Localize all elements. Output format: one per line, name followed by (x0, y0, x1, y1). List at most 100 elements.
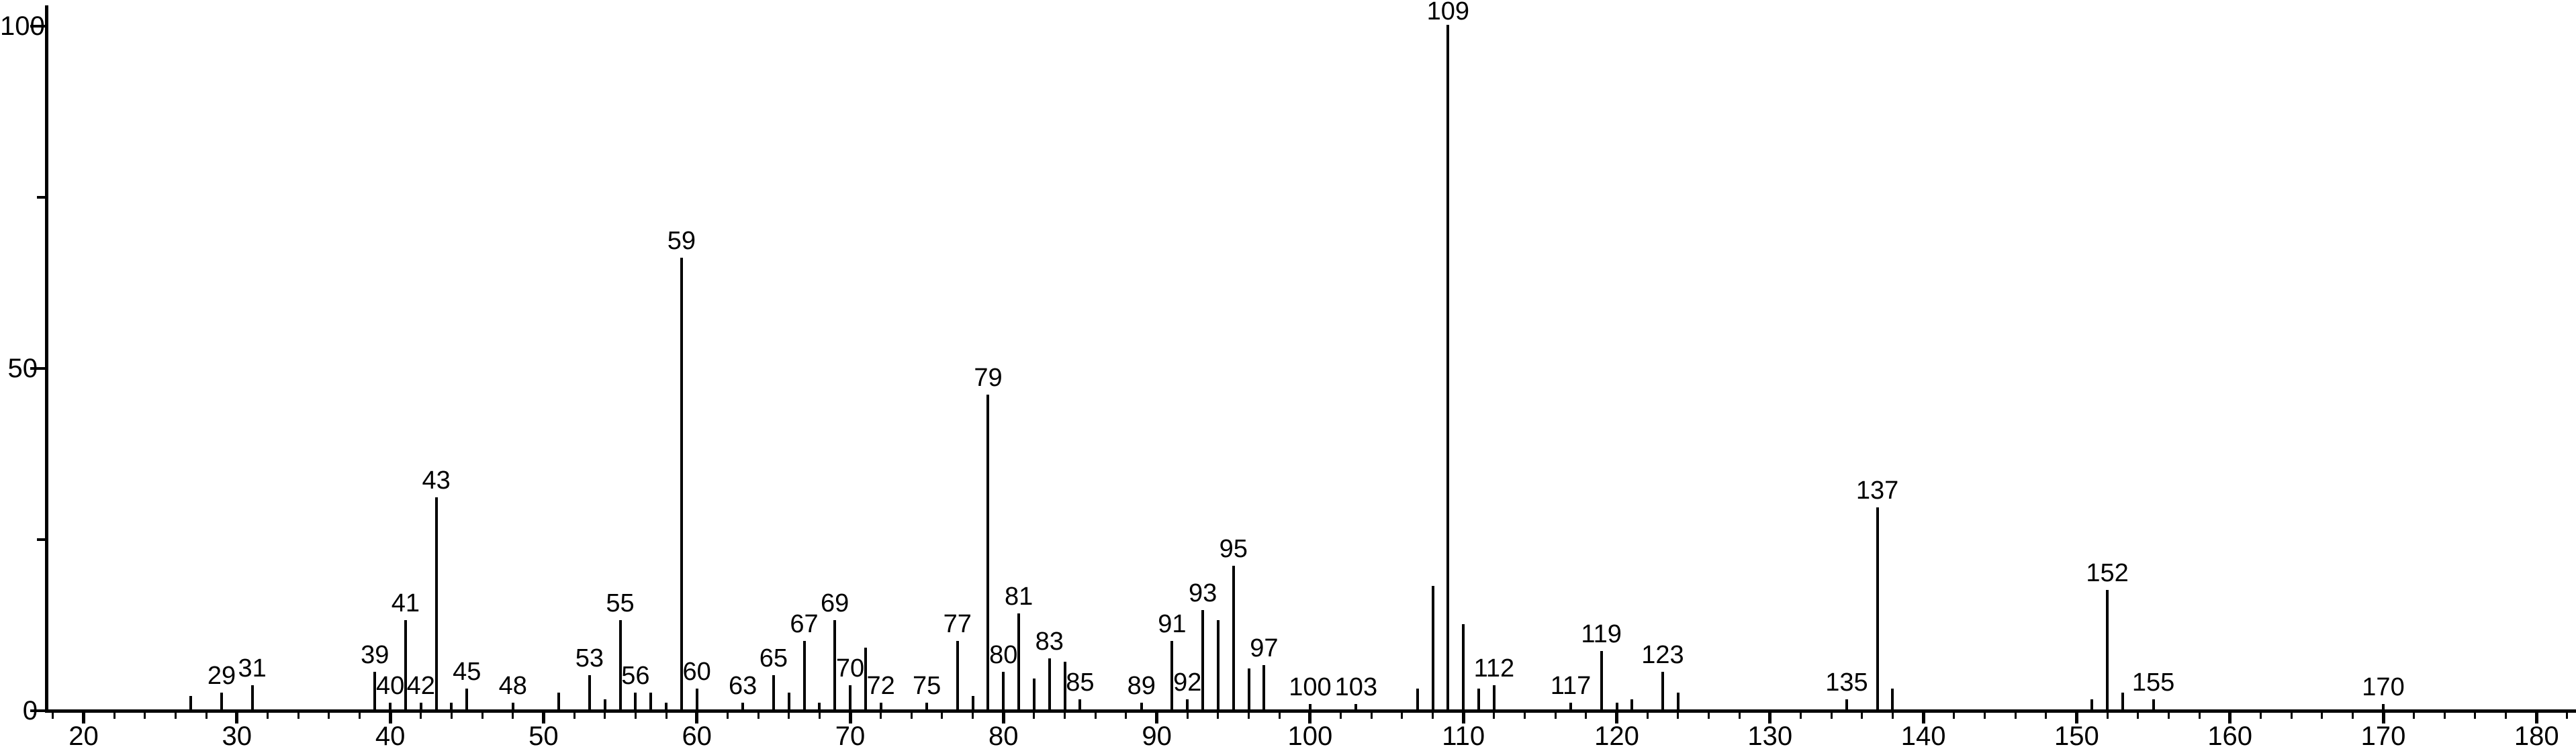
peak-label-55: 55 (606, 589, 635, 618)
peak-line-155 (2152, 699, 2155, 709)
peak-line-27 (189, 695, 193, 709)
peak-line-67 (802, 641, 806, 709)
peak-line-54 (603, 699, 606, 709)
peak-label-152: 152 (2086, 558, 2129, 587)
peak-label-137: 137 (1855, 477, 1899, 505)
x-minor-tick-112 (1493, 711, 1496, 719)
x-minor-tick-78 (972, 711, 974, 719)
peak-line-119 (1600, 651, 1603, 709)
x-minor-tick-54 (604, 711, 606, 719)
x-tick-label-90: 90 (1142, 721, 1172, 749)
peak-label-89: 89 (1127, 671, 1156, 700)
x-tick-label-130: 130 (1747, 721, 1793, 749)
peak-label-80: 80 (989, 640, 1018, 669)
x-minor-tick-98 (1278, 711, 1281, 719)
x-tick-label-140: 140 (1900, 721, 1946, 749)
peak-label-85: 85 (1066, 668, 1095, 697)
peak-label-39: 39 (361, 640, 389, 669)
peak-line-153 (2121, 692, 2124, 709)
x-minor-tick-164 (2290, 711, 2293, 719)
peak-line-56 (634, 692, 637, 709)
peak-line-66 (787, 692, 790, 709)
x-minor-tick-44 (450, 711, 453, 719)
x-minor-tick-102 (1340, 711, 1342, 719)
x-minor-tick-28 (205, 711, 208, 719)
x-tick-110 (1461, 711, 1465, 723)
peak-line-42 (419, 702, 422, 709)
x-minor-tick-146 (2014, 711, 2017, 719)
x-minor-tick-154 (2137, 711, 2140, 719)
x-minor-tick-168 (2351, 711, 2354, 719)
peak-label-92: 92 (1173, 668, 1202, 697)
x-tick-label-70: 70 (835, 721, 866, 749)
x-tick-80 (1001, 711, 1005, 723)
x-minor-tick-48 (512, 711, 514, 719)
peak-label-155: 155 (2131, 668, 2175, 697)
x-tick-label-50: 50 (528, 721, 559, 749)
x-minor-tick-46 (481, 711, 484, 719)
y-axis-line (45, 5, 48, 713)
x-minor-tick-38 (358, 711, 361, 719)
x-tick-label-160: 160 (2207, 721, 2253, 749)
x-minor-tick-24 (144, 711, 146, 719)
x-minor-tick-142 (1953, 711, 1956, 719)
x-minor-tick-108 (1432, 711, 1434, 719)
x-tick-150 (2074, 711, 2078, 723)
peak-line-51 (557, 692, 561, 709)
x-minor-tick-94 (1217, 711, 1220, 719)
peak-label-79: 79 (974, 363, 1003, 392)
x-minor-tick-116 (1554, 711, 1557, 719)
y-minor-tick-25 (37, 538, 45, 541)
peak-label-93: 93 (1188, 579, 1217, 608)
x-tick-label-60: 60 (682, 721, 712, 749)
peak-label-48: 48 (498, 671, 527, 700)
y-tick-label-0: 0 (22, 696, 38, 726)
x-minor-tick-128 (1738, 711, 1741, 719)
peak-label-56: 56 (621, 661, 650, 690)
x-minor-tick-158 (2198, 711, 2201, 719)
peak-line-60 (695, 689, 698, 709)
x-tick-120 (1615, 711, 1618, 723)
x-tick-60 (695, 711, 699, 723)
peak-label-135: 135 (1825, 668, 1868, 697)
peak-line-29 (220, 692, 223, 709)
peak-label-95: 95 (1219, 534, 1248, 563)
peak-label-53: 53 (575, 644, 604, 672)
peak-line-31 (250, 685, 254, 709)
x-tick-label-30: 30 (222, 721, 252, 749)
peak-line-89 (1140, 702, 1143, 709)
x-tick-label-170: 170 (2360, 721, 2406, 749)
peak-line-57 (649, 692, 653, 709)
peak-line-111 (1477, 689, 1481, 709)
x-minor-tick-58 (665, 711, 668, 719)
x-minor-tick-124 (1677, 711, 1680, 719)
peak-line-137 (1876, 507, 1879, 709)
x-minor-tick-34 (297, 711, 300, 719)
peak-label-69: 69 (821, 589, 849, 618)
x-minor-tick-148 (2045, 711, 2048, 719)
x-minor-tick-126 (1707, 711, 1710, 719)
peak-label-77: 77 (943, 610, 972, 638)
peak-line-63 (741, 702, 745, 709)
peak-line-72 (879, 702, 882, 709)
peak-line-81 (1017, 613, 1021, 709)
peak-line-58 (665, 702, 668, 709)
x-tick-160 (2228, 711, 2232, 723)
x-minor-tick-68 (818, 711, 821, 719)
peak-label-112: 112 (1473, 654, 1515, 683)
peak-label-119: 119 (1581, 620, 1622, 649)
x-minor-tick-52 (573, 711, 576, 719)
peak-label-31: 31 (238, 654, 267, 683)
peak-label-75: 75 (913, 671, 941, 700)
x-tick-30 (235, 711, 239, 723)
peak-line-45 (465, 689, 469, 709)
peak-label-70: 70 (835, 654, 865, 683)
peak-line-75 (925, 702, 929, 709)
peak-line-82 (1032, 679, 1036, 709)
x-minor-tick-96 (1248, 711, 1250, 719)
peak-line-77 (956, 641, 959, 709)
peak-line-121 (1630, 699, 1634, 709)
peak-line-112 (1492, 685, 1496, 709)
x-minor-tick-66 (788, 711, 790, 719)
